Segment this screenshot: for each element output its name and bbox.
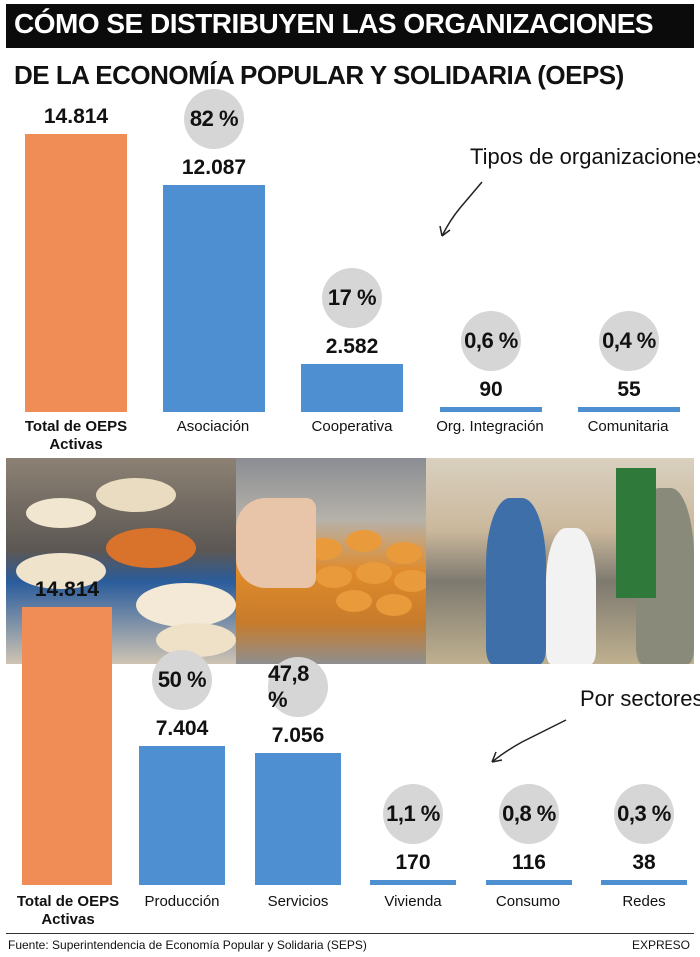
value-consumo: 116 — [512, 851, 546, 874]
bar-produccion — [139, 746, 225, 885]
chart1-pointer-arrow — [439, 181, 483, 237]
main-title: CÓMO SE DISTRIBUYEN LAS ORGANIZACIONES — [14, 8, 654, 39]
percent-servicios: 47,8 % — [268, 656, 328, 717]
footer-divider — [6, 933, 694, 934]
bar-cooperativa — [301, 363, 403, 412]
value-org-integracion: 90 — [479, 378, 503, 401]
source-note: Fuente: Superintendencia de Economía Pop… — [8, 938, 367, 952]
label-total-oeps: Total de OEPS Activas — [24, 418, 128, 453]
label-total-oeps-sectores: Total de OEPS Activas — [16, 893, 120, 928]
value-servicios: 7.056 — [271, 723, 325, 747]
percent-produccion: 50 % — [152, 650, 212, 711]
value-redes: 38 — [632, 851, 656, 874]
value-cooperativa: 2.582 — [325, 334, 379, 358]
photo-market — [426, 458, 694, 664]
label-comunitaria: Comunitaria — [587, 418, 669, 435]
label-cooperativa: Cooperativa — [311, 418, 393, 435]
credit: EXPRESO — [631, 938, 690, 952]
percent-comunitaria: 0,4 % — [599, 311, 659, 371]
value-vivienda: 170 — [395, 851, 431, 874]
value-total-oeps-sectores: 14.814 — [34, 578, 100, 601]
label-servicios: Servicios — [267, 893, 329, 910]
subtitle: DE LA ECONOMÍA POPULAR Y SOLIDARIA (OEPS… — [14, 60, 624, 90]
percent-vivienda: 1,1 % — [383, 784, 443, 844]
label-consumo: Consumo — [495, 893, 561, 910]
bar-vivienda — [370, 880, 456, 885]
percent-consumo: 0,8 % — [499, 784, 559, 844]
value-asociacion: 12.087 — [181, 156, 247, 180]
bar-consumo — [486, 880, 572, 885]
photo-collage — [6, 458, 694, 664]
label-redes: Redes — [622, 893, 666, 910]
bar-comunitaria — [578, 407, 680, 412]
label-produccion: Producción — [144, 893, 220, 910]
bar-redes — [601, 880, 687, 885]
chart2-pointer-arrow — [491, 719, 567, 763]
percent-asociacion: 82 % — [184, 89, 244, 150]
title-bar — [6, 4, 694, 48]
value-total-oeps: 14.814 — [43, 105, 109, 128]
chart2-title: Por sectores — [580, 686, 700, 711]
photo-bread — [236, 458, 430, 664]
bar-asociacion — [163, 185, 265, 412]
label-org-integracion: Org. Integración — [436, 418, 544, 435]
value-comunitaria: 55 — [617, 378, 641, 401]
percent-cooperativa: 17 % — [322, 267, 382, 328]
percent-redes: 0,3 % — [614, 784, 674, 844]
bar-org-integracion — [440, 407, 542, 412]
bar-servicios — [255, 752, 341, 885]
percent-org-integracion: 0,6 % — [461, 311, 521, 371]
bar-total-oeps-sectores — [22, 607, 112, 885]
chart1-title: Tipos de organizaciones — [470, 144, 700, 169]
value-produccion: 7.404 — [155, 717, 209, 741]
label-asociacion: Asociación — [176, 418, 250, 435]
bar-total-oeps — [25, 134, 127, 412]
label-vivienda: Vivienda — [384, 893, 442, 910]
